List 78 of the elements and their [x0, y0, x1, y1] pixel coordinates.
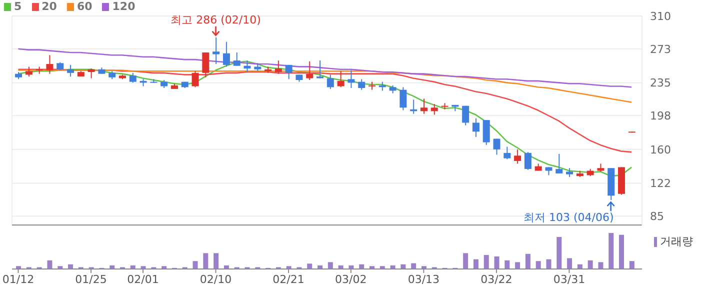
legend-label: 20 — [40, 0, 57, 13]
y-tick-label: 160 — [650, 143, 671, 156]
candlestick — [316, 60, 324, 79]
bar — [515, 262, 520, 269]
candlestick — [430, 104, 438, 116]
candlestick — [493, 138, 500, 156]
bar — [411, 263, 416, 269]
candlestick — [348, 70, 355, 89]
candlestick — [400, 86, 407, 111]
line-series — [18, 48, 632, 88]
y-tick-label: 198 — [650, 110, 671, 123]
x-tick-label: 01/25 — [75, 272, 107, 286]
candlestick — [326, 74, 334, 90]
bar — [619, 234, 624, 269]
bar — [556, 236, 562, 269]
candlestick — [337, 70, 344, 88]
y-tick-label: 273 — [650, 42, 671, 56]
candlestick — [306, 60, 314, 81]
candlestick — [129, 72, 136, 84]
bar — [546, 259, 552, 269]
x-tick-label: 01/12 — [2, 272, 34, 286]
bar — [598, 262, 604, 269]
y-tick-label: 85 — [650, 210, 664, 224]
x-tick-label: 03/22 — [480, 272, 512, 286]
candlestick — [244, 60, 251, 73]
legend-label: 5 — [13, 0, 22, 13]
annotation: 최고 286 (02/10) — [170, 13, 261, 26]
candlestick — [420, 98, 428, 114]
candlestick — [222, 41, 230, 68]
bar — [203, 253, 208, 269]
bar — [525, 254, 530, 269]
candlestick — [462, 105, 470, 126]
x-tick-label: 02/10 — [200, 272, 232, 286]
candlestick — [514, 148, 522, 164]
candlestick — [504, 146, 511, 160]
bar — [629, 261, 634, 269]
x-tick-label: 03/02 — [335, 272, 367, 286]
bar — [192, 261, 198, 269]
candlestick — [472, 118, 480, 138]
bar — [536, 261, 541, 269]
candlestick — [274, 60, 282, 74]
candlestick — [212, 36, 220, 65]
legend-label: 60 — [76, 0, 92, 13]
y-tick-label: 310 — [650, 10, 671, 23]
candlestick — [285, 64, 292, 80]
bar — [494, 256, 500, 269]
bar — [473, 259, 478, 269]
candlestick — [46, 54, 54, 74]
bar — [463, 253, 468, 269]
candlestick — [25, 66, 32, 77]
y-tick-label: 122 — [650, 177, 671, 190]
bar — [504, 260, 510, 269]
candlestick — [556, 153, 563, 174]
candlestick — [233, 52, 240, 66]
candlestick — [36, 66, 43, 74]
y-tick-label: 235 — [650, 76, 671, 90]
legend-label: 120 — [111, 0, 136, 13]
legend-label: 거래량 — [659, 234, 693, 249]
candlestick — [67, 64, 74, 77]
x-tick-label: 03/31 — [553, 272, 586, 286]
bar — [328, 262, 333, 269]
bar — [608, 233, 614, 269]
bar — [307, 264, 312, 269]
x-tick-label: 03/13 — [408, 272, 440, 286]
bar — [567, 258, 572, 269]
x-tick-label: 02/01 — [127, 272, 159, 286]
bar — [47, 260, 52, 269]
candlestick — [192, 70, 199, 88]
bar — [214, 253, 219, 269]
annotation: 최저 103 (04/06) — [524, 211, 614, 224]
candlestick — [358, 78, 366, 90]
candlestick — [482, 120, 490, 146]
candlestick — [88, 68, 95, 79]
bar — [484, 254, 489, 269]
candlestick — [202, 52, 210, 78]
bar — [588, 260, 593, 269]
candlestick — [524, 152, 532, 170]
x-tick-label: 02/21 — [272, 272, 304, 286]
